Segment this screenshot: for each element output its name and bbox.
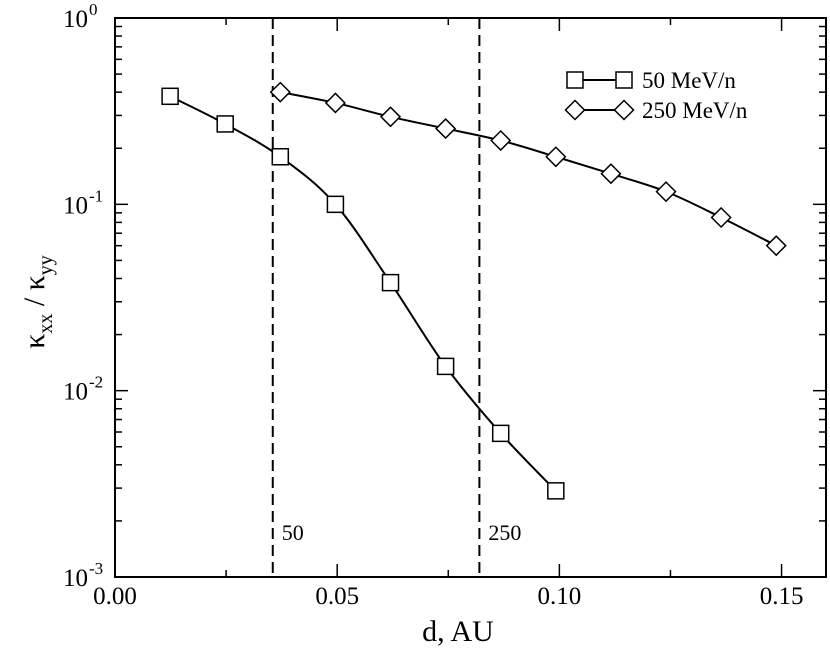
data-point-diamond <box>765 235 787 257</box>
data-point-diamond <box>379 106 402 128</box>
x-tick-label: 0.15 <box>760 583 804 610</box>
y-tick-base: 10 <box>63 565 88 592</box>
series-line <box>280 91 777 247</box>
y-axis-title-num: κ <box>18 334 51 349</box>
x-tick-label: 0.10 <box>538 583 582 610</box>
y-axis-title-sep: / <box>18 290 51 313</box>
y-tick-base: 10 <box>63 6 88 33</box>
data-point-diamond <box>435 118 457 140</box>
reference-line-label: 250 <box>488 520 521 545</box>
series <box>161 81 787 500</box>
y-tick-exponent: -1 <box>89 186 103 205</box>
data-point-square <box>615 71 633 89</box>
reference-line-label: 50 <box>282 520 304 545</box>
axes <box>114 17 827 578</box>
y-axis-title-den: κ <box>18 275 51 290</box>
data-point-diamond <box>490 129 512 152</box>
legend-label: 250 MeV/n <box>642 98 748 123</box>
data-point-square <box>566 71 584 89</box>
reference-lines: 50 250 <box>271 18 521 577</box>
data-point-square <box>436 357 455 376</box>
data-point-diamond <box>324 92 346 114</box>
legend: 50 MeV/n 250 MeV/n <box>564 68 748 123</box>
data-point-square <box>381 273 400 292</box>
data-point-diamond <box>564 99 586 121</box>
x-tick-label: 0.05 <box>315 583 359 610</box>
y-axis-title-den-sub: yy <box>35 255 57 275</box>
y-axis-title: κxx / κyy <box>18 255 57 349</box>
x-tick-label: 0.00 <box>93 583 137 610</box>
legend-item: 50 MeV/n <box>566 68 736 93</box>
legend-item: 250 MeV/n <box>564 98 748 123</box>
data-point-diamond <box>655 181 677 203</box>
y-axis-title-num-sub: xx <box>35 314 57 334</box>
y-tick-label: 10 <box>63 6 88 33</box>
series-diamond <box>269 81 787 257</box>
series-square <box>161 87 565 500</box>
data-point-square <box>216 115 234 133</box>
x-axis-title: d, AU <box>422 615 494 648</box>
y-tick-exponent: -3 <box>89 559 103 578</box>
data-point-square <box>547 482 565 500</box>
data-point-diamond <box>545 146 567 168</box>
y-tick-label: 10 <box>63 192 88 219</box>
data-point-diamond <box>269 81 291 103</box>
data-point-square <box>161 87 179 106</box>
data-point-square <box>491 424 510 443</box>
data-point-diamond <box>613 99 635 121</box>
data-point-diamond <box>710 206 732 229</box>
plot-frame <box>114 17 827 578</box>
y-tick-label: 10 <box>63 565 88 592</box>
data-point-square <box>326 195 345 214</box>
legend-label: 50 MeV/n <box>642 68 736 93</box>
y-tick-label: 10 <box>63 379 88 406</box>
y-tick-base: 10 <box>63 379 88 406</box>
data-point-square <box>271 148 290 166</box>
y-tick-base: 10 <box>63 192 88 219</box>
y-tick-exponent: 0 <box>89 0 98 19</box>
data-point-diamond <box>600 163 622 185</box>
y-tick-exponent: -2 <box>89 373 103 392</box>
